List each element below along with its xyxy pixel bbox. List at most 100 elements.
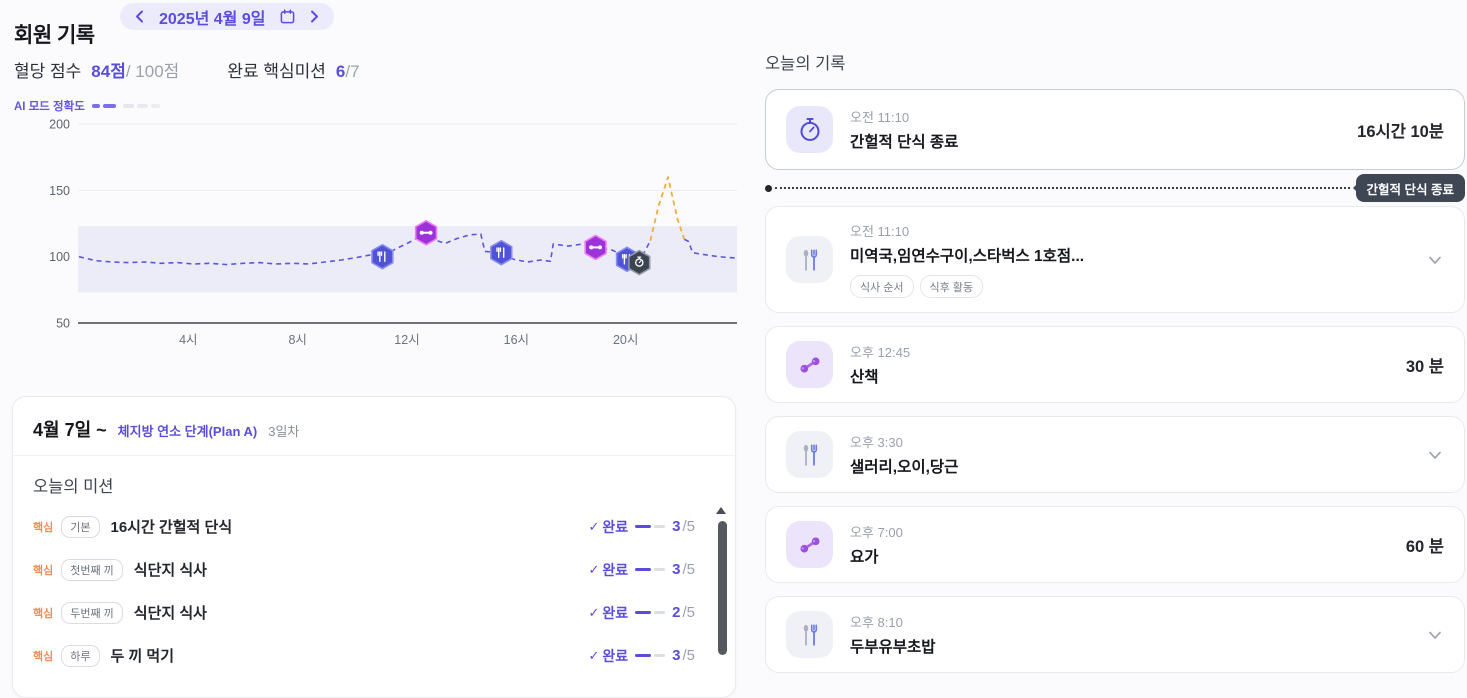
date-navigator[interactable]: 2025년 4월 9일 [120,3,335,30]
record-time: 오후 8:10 [850,615,903,630]
chart-legend: AI 모드 정확도 [14,98,160,114]
records-panel: 오늘의 기록 오전 11:10 간헐적 단식 종료 16시간 10분 간헐적 단… [765,50,1465,673]
plan-day-count: 3일차 [268,424,300,439]
record-card[interactable]: 오후 8:10 두부유부초밥 [765,596,1465,673]
mission-list: 핵심 기본 16시간 간헐적 단식 ✓ 완료 3 /5 핵심 첫번째 끼 식단지… [13,501,735,677]
mission-score-total: /5 [682,604,695,621]
record-title: 간헐적 단식 종료 [850,134,959,151]
record-time: 오전 11:10 [850,224,910,239]
x-axis-tick: 20시 [613,333,638,347]
record-title: 요가 [850,549,879,566]
scrollbar-thumb[interactable] [718,521,727,655]
exercise-event-marker[interactable] [414,220,438,246]
meal-icon [786,431,833,478]
connector-dotted-line [775,187,1350,189]
mission-row[interactable]: 핵심 두번째 끼 식단지 식사 ✓ 완료 2 /5 [33,591,695,634]
mission-score: 3 [672,518,681,535]
record-title: 산책 [850,369,879,386]
legend-dash-gray [136,104,148,108]
y-axis-tick: 150 [49,184,70,198]
mission-row[interactable]: 핵심 기본 16시간 간헐적 단식 ✓ 완료 3 /5 [33,505,695,548]
legend-dash-purple [91,104,100,108]
mission-badge: 기본 [61,515,100,538]
plan-mission-card: 4월 7일 ~ 체지방 연소 단계(Plan A) 3일차 오늘의 미션 핵심 … [12,396,736,698]
record-value: 30 분 [1405,357,1444,376]
record-title: 두부유부초밥 [850,639,936,656]
mission-status: 완료 [602,561,629,578]
exercise-icon [786,521,833,568]
scrollbar-up-arrow[interactable] [716,507,726,514]
daily-stats: 혈당 점수 84점 / 100점 완료 핵심미션 6 /7 [14,57,360,82]
record-tag: 식사 순서 [850,275,914,298]
y-axis-tick: 200 [49,118,70,132]
plan-name-link[interactable]: 체지방 연소 단계(Plan A) [117,424,258,439]
progress-dash-filled [635,525,652,528]
timer-event-marker[interactable] [628,249,651,276]
fasting-end-badge: 간헐적 단식 종료 [1352,174,1465,202]
record-time: 오후 12:45 [850,345,911,360]
plan-header: 4월 7일 ~ 체지방 연소 단계(Plan A) 3일차 [13,397,735,455]
plan-date-range: 4월 7일 ~ [33,420,107,440]
meal-event-marker[interactable] [371,243,394,270]
chevron-down-icon[interactable] [1426,446,1444,464]
legend-dash-gray [122,104,134,108]
core-mission-label: 완료 핵심미션 [227,62,326,81]
missions-title: 오늘의 미션 [33,478,114,496]
record-card[interactable]: 오후 7:00 요가 60 분 [765,506,1465,583]
record-card[interactable]: 오전 11:10 간헐적 단식 종료 16시간 10분 [765,89,1465,170]
mission-score: 3 [672,561,681,578]
mission-core-tag: 핵심 [33,650,54,663]
glucose-score-value: 84점 [91,62,126,81]
record-time: 오전 11:10 [850,110,910,125]
mission-badge: 첫번째 끼 [61,558,123,581]
mission-title: 두 끼 먹기 [110,648,175,665]
record-value: 60 분 [1405,537,1444,556]
mission-row[interactable]: 핵심 첫번째 끼 식단지 식사 ✓ 완료 3 /5 [33,548,695,591]
progress-dash-filled [635,568,652,571]
chevron-down-icon[interactable] [1426,251,1444,269]
record-title: 샐러리,오이,당근 [850,459,959,476]
y-axis-tick: 50 [56,317,70,331]
mission-core-tag: 핵심 [33,564,54,577]
x-axis-tick: 8시 [288,333,306,347]
meal-event-marker[interactable] [490,239,513,266]
exercise-event-marker[interactable] [584,234,607,261]
record-card[interactable]: 오전 11:10 미역국,임연수구이,스타벅스 1호점... 식사 순서 식후 활… [765,206,1465,313]
check-icon: ✓ [588,561,600,577]
mission-status: 완료 [602,518,629,535]
mission-score-total: /5 [682,647,695,664]
exercise-icon [786,341,833,388]
record-card[interactable]: 오후 3:30 샐러리,오이,당근 [765,416,1465,493]
mission-badge: 두번째 끼 [61,601,123,624]
timer-icon [786,106,833,153]
record-title: 미역국,임연수구이,스타벅스 1호점... [850,248,1085,265]
progress-dash-empty [654,568,666,571]
x-axis-tick: 12시 [394,333,419,347]
check-icon: ✓ [588,604,600,620]
mission-core-tag: 핵심 [33,607,54,620]
mission-title: 16시간 간헐적 단식 [110,519,233,536]
chevron-down-icon[interactable] [1426,626,1444,644]
prev-day-button[interactable] [135,10,144,23]
glucose-chart: 200 150 100 50 4시 8시 12시 16시 20시 [49,118,737,347]
calendar-icon[interactable] [280,9,295,24]
progress-dash-empty [654,525,666,528]
record-card[interactable]: 오후 12:45 산책 30 분 [765,326,1465,403]
core-mission-value: 6 [335,62,346,81]
glucose-score-label: 혈당 점수 [14,62,82,81]
next-day-button[interactable] [310,10,319,23]
page-title: 회원 기록 [14,24,95,48]
meal-icon [786,611,833,658]
mission-row[interactable]: 핵심 하루 두 끼 먹기 ✓ 완료 3 /5 [33,634,695,677]
mission-score: 2 [672,604,681,621]
progress-dash-filled [635,654,652,657]
mission-title: 식단지 식사 [133,562,207,579]
current-date-label: 2025년 4월 9일 [159,10,266,28]
check-icon: ✓ [588,518,600,534]
glucose-line [649,176,686,241]
legend-dash-purple [102,104,116,108]
record-time: 오후 7:00 [850,525,903,540]
record-value: 16시간 10분 [1357,122,1444,141]
mission-status: 완료 [602,647,629,664]
progress-dash-empty [654,611,666,614]
